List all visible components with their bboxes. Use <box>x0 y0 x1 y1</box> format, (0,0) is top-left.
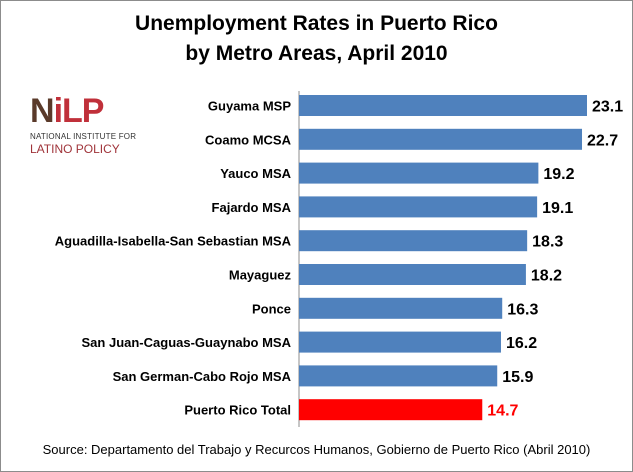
data-label: 22.7 <box>587 132 618 149</box>
bar <box>299 128 583 150</box>
chart-title-line-1: Unemployment Rates in Puerto Rico <box>135 12 498 35</box>
bar <box>299 331 501 353</box>
source-note: Source: Departamento del Trabajo y Recur… <box>42 442 591 457</box>
data-label: 16.2 <box>506 335 537 352</box>
bar <box>299 95 587 116</box>
data-label: 16.3 <box>507 301 538 318</box>
chart-title: Unemployment Rates in Puerto Rico by Met… <box>1 9 632 69</box>
logo-wordmark-n: N <box>30 92 55 130</box>
logo-wordmark: NiLP <box>30 92 105 130</box>
bar <box>299 365 498 387</box>
category-tick-label: Mayaguez <box>229 268 292 283</box>
category-tick-label: Guyama MSP <box>208 99 291 114</box>
category-tick-label: Yauco MSA <box>220 166 291 181</box>
logo-wordmark-ilp: iLP <box>53 92 105 130</box>
category-tick-label: San German-Cabo Rojo MSA <box>113 369 292 384</box>
bar <box>299 264 526 285</box>
category-tick-label: Fajardo MSA <box>212 200 292 215</box>
bar <box>299 196 538 218</box>
data-label: 15.9 <box>502 369 533 386</box>
category-tick-label: Coamo MCSA <box>205 132 292 147</box>
bar <box>299 162 539 184</box>
data-label: 18.3 <box>532 234 563 251</box>
category-tick-label: San Juan-Caguas-Guaynabo MSA <box>82 335 292 350</box>
category-tick-label: Ponce <box>252 301 291 316</box>
category-tick-label: Puerto Rico Total <box>184 403 291 418</box>
logo-tagline-1: NATIONAL INSTITUTE FOR <box>30 132 137 141</box>
category-tick-label: Aguadilla-Isabella-San Sebastian MSA <box>55 234 292 249</box>
data-label: 23.1 <box>592 99 623 116</box>
data-label: 14.7 <box>487 403 518 420</box>
data-label: 18.2 <box>531 268 562 285</box>
nilp-logo: NiLP NATIONAL INSTITUTE FOR LATINO POLIC… <box>30 92 136 164</box>
bar <box>299 230 528 252</box>
logo-tagline-2: LATINO POLICY <box>30 142 120 156</box>
data-label: 19.1 <box>542 200 573 217</box>
chart-title-line-2: by Metro Areas, April 2010 <box>185 42 448 65</box>
bar <box>299 399 483 421</box>
bar <box>299 297 503 319</box>
data-label: 19.2 <box>543 166 574 183</box>
